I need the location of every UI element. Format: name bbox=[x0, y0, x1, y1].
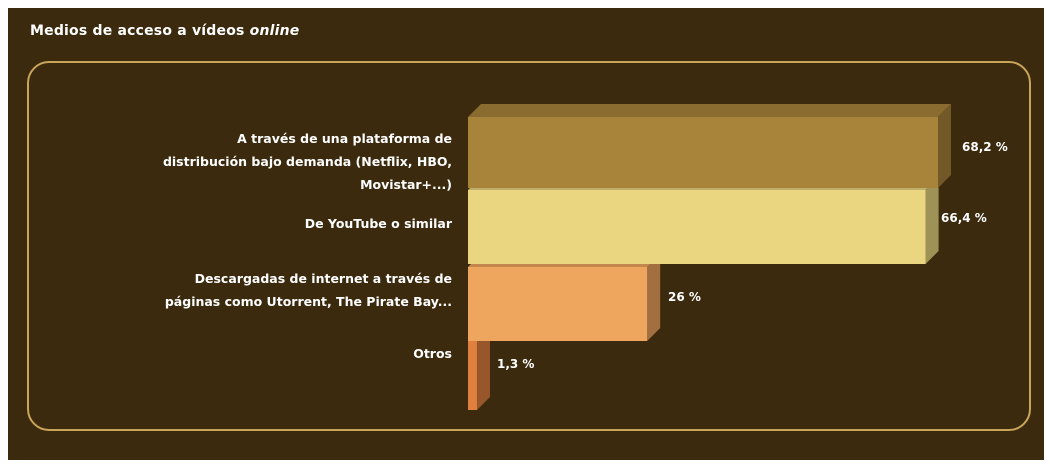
bar-descargas bbox=[468, 267, 648, 341]
value-label-plataforma: 68,2 % bbox=[962, 140, 1008, 154]
category-label-plataforma: A través de una plataforma de distribuci… bbox=[162, 131, 452, 192]
bar-side-otros bbox=[476, 328, 490, 410]
category-label-descargas: Descargadas de internet a través de pági… bbox=[164, 271, 452, 309]
category-label-otros: Otros bbox=[413, 346, 452, 361]
bar-youtube bbox=[468, 190, 926, 264]
chart-title-text: Medios de acceso a vídeos bbox=[30, 23, 250, 39]
bar-plataforma bbox=[468, 117, 938, 188]
value-label-otros: 1,3 % bbox=[497, 357, 535, 371]
category-label-youtube: De YouTube o similar bbox=[304, 216, 452, 231]
value-label-youtube: 66,4 % bbox=[941, 211, 987, 225]
bar-top-plataforma bbox=[468, 104, 951, 117]
bar-side-descargas bbox=[647, 254, 661, 341]
bar-side-youtube bbox=[925, 177, 939, 264]
chart-frame bbox=[27, 61, 1031, 431]
value-label-descargas: 26 % bbox=[668, 290, 701, 304]
chart-title: Medios de acceso a vídeos online bbox=[30, 23, 299, 39]
bar-otros bbox=[468, 341, 477, 410]
bar-side-plataforma bbox=[938, 104, 951, 188]
chart-title-emphasis: online bbox=[249, 23, 300, 39]
